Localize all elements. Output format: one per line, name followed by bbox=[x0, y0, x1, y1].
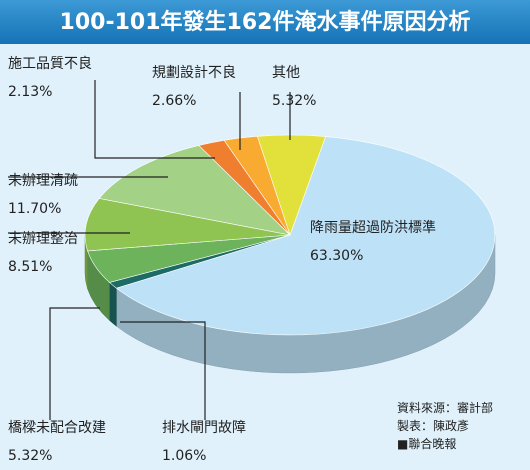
category-label: 未辦理整治 bbox=[8, 231, 78, 247]
value-label: 5.32% bbox=[272, 93, 316, 109]
source-note: 製表：陳政彥 bbox=[397, 418, 469, 433]
slice bbox=[256, 134, 327, 236]
slice bbox=[115, 136, 496, 336]
title-bar bbox=[0, 0, 530, 44]
slice-side bbox=[109, 281, 117, 327]
category-label: 橋樑未配合改建 bbox=[8, 420, 106, 436]
slice bbox=[84, 198, 291, 252]
value-label: 11.70% bbox=[8, 201, 61, 217]
pie bbox=[84, 134, 496, 374]
value-label: 2.66% bbox=[152, 93, 196, 109]
leader-line bbox=[120, 321, 206, 420]
category-label: 其他 bbox=[272, 65, 300, 81]
category-label: 未辦理清疏 bbox=[8, 173, 78, 189]
value-label: 5.32% bbox=[8, 448, 52, 464]
chart-title: 100-101年發生162件淹水事件原因分析 bbox=[60, 9, 471, 35]
category-label: 施工品質不良 bbox=[8, 56, 92, 72]
value-label: 1.06% bbox=[162, 448, 206, 464]
value-label: 2.13% bbox=[8, 84, 52, 100]
leader-line bbox=[49, 307, 100, 420]
slice bbox=[98, 145, 291, 236]
category-label: 排水閘門故障 bbox=[162, 420, 246, 436]
leader-line bbox=[94, 80, 215, 159]
value-label: 8.51% bbox=[8, 259, 52, 275]
source-note: ■聯合晚報 bbox=[397, 436, 456, 451]
source-note: 資料來源：審計部 bbox=[397, 400, 493, 415]
category-label: 規劃設計不良 bbox=[152, 65, 236, 81]
labels: 降雨量超過防洪標準 63.30% 排水閘門故障 1.06% 橋樑未配合改建 5.32% 未辦… bbox=[8, 56, 493, 464]
value-label: 63.30% bbox=[310, 248, 363, 264]
category-label: 降雨量超過防洪標準 bbox=[310, 220, 436, 236]
